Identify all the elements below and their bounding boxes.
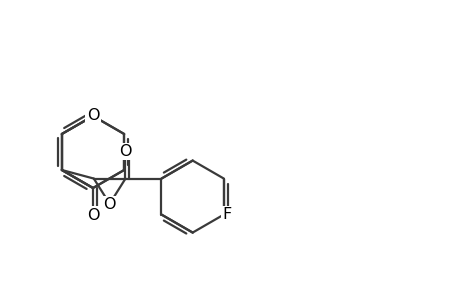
Text: F: F [222,207,231,222]
Text: O: O [87,107,99,122]
Text: O: O [103,197,116,212]
Text: O: O [87,208,99,223]
Text: O: O [119,144,131,159]
